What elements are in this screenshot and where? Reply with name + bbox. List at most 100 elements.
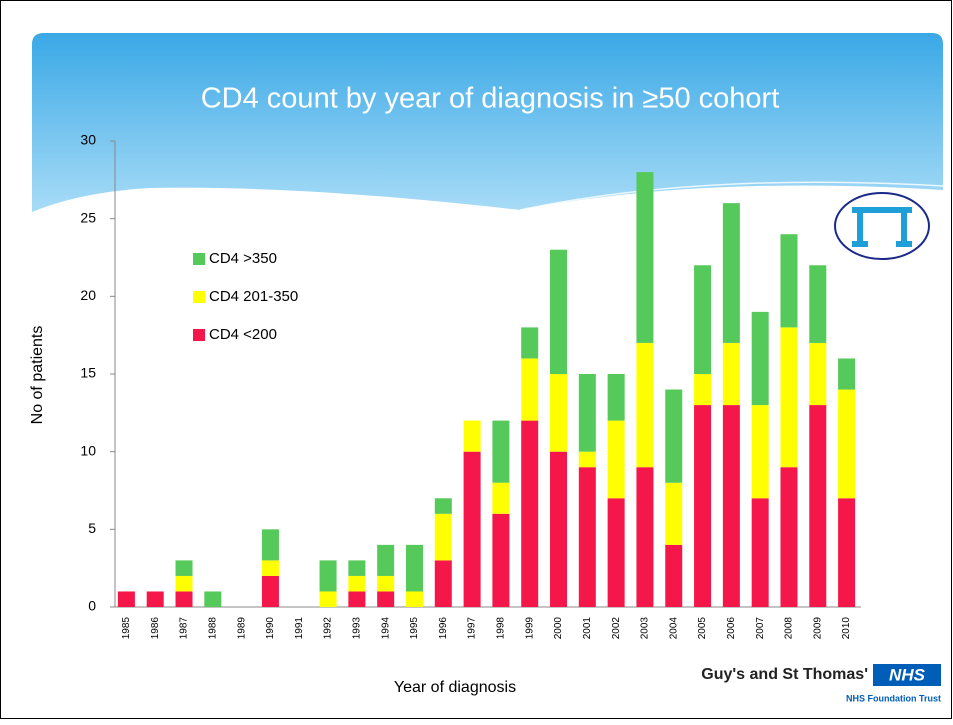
bar-segment [838,389,856,499]
bar-segment [377,575,395,592]
x-axis-title: Year of diagnosis [394,679,516,696]
bar-segment [722,342,740,406]
x-tick-label: 1999 [524,617,535,640]
bar-segment [607,374,625,421]
x-tick-label: 2009 [812,617,823,640]
bar-segment [492,513,510,607]
bar-segment [550,374,568,452]
bar-segment [694,374,712,406]
bar-segment [175,575,193,592]
bar-segment [463,451,481,607]
x-tick-label: 1992 [323,617,334,640]
bar-segment [780,234,798,328]
bar-segment [492,420,510,483]
bar-segment [146,591,164,607]
bar-segment [261,560,279,576]
bar-segment [751,405,769,499]
bar-segment [521,420,539,607]
bar-segment [261,575,279,607]
bar-segment [377,544,395,576]
x-tick-label: 2008 [784,617,795,640]
org-name: Guy's and St Thomas' [701,666,868,683]
bar-segment [809,265,827,343]
bar-segment [578,467,596,607]
y-tick-label: 5 [88,520,96,536]
y-tick-label: 15 [80,365,96,381]
y-tick-label: 30 [80,132,96,148]
bar-segment [751,311,769,406]
bar-segment [636,467,654,607]
bar-segment [463,420,481,452]
bar-segment [319,591,337,607]
x-tick-label: 1988 [207,617,218,640]
x-tick-label: 1996 [438,617,449,640]
x-tick-label: 1995 [409,617,420,640]
chart-title: CD4 count by year of diagnosis in ≥50 co… [201,83,780,115]
bar-segment [521,327,539,359]
logo-emblem [834,192,930,260]
x-tick-label: 2000 [553,617,564,640]
y-tick-label: 25 [80,209,96,225]
bar-segment [348,591,366,607]
bar-segment [434,498,452,514]
x-tick-label: 2007 [755,617,766,640]
x-tick-label: 2001 [582,617,593,640]
bar-segment [636,342,654,468]
x-tick-label: 1990 [265,617,276,640]
bar-segment [175,591,193,607]
x-tick-label: 1991 [294,617,305,640]
x-tick-label: 1985 [121,617,132,640]
bar-segment [838,358,856,390]
bar-segment [578,374,596,452]
x-tick-label: 1993 [352,617,363,640]
bar-segment [722,405,740,607]
bar-segment [722,203,740,343]
bar-segment [694,265,712,374]
header-band [32,33,943,212]
x-tick-label: 1987 [179,617,190,640]
bar-segment [694,405,712,607]
bar-segment [434,513,452,561]
legend-swatch [193,329,205,341]
bar-segment [780,327,798,468]
bar-segment [521,358,539,421]
legend-label: CD4 201-350 [209,288,298,305]
bar-segment [636,172,654,343]
y-axis-title: No of patients [29,326,46,425]
x-tick-label: 1997 [467,617,478,640]
bar-segment [578,451,596,468]
x-tick-label: 2005 [697,617,708,640]
header-wave [519,181,944,211]
bar-segment [261,529,279,561]
x-tick-label: 1986 [150,617,161,640]
bar-segment [405,544,423,592]
org-subtitle: NHS Foundation Trust [846,693,941,703]
x-tick-label: 2006 [726,617,737,640]
x-tick-label: 2004 [668,617,679,640]
x-tick-label: 1998 [496,617,507,640]
x-tick-label: 1994 [380,617,391,640]
y-tick-label: 10 [80,442,96,458]
bar-segment [204,591,222,607]
bar-segment [838,498,856,607]
x-tick-label: 2003 [640,617,651,640]
bar-segment [607,498,625,607]
bar-segment [809,342,827,406]
bar-segment [348,575,366,592]
legend-swatch [193,253,205,265]
bar-segment [550,249,568,374]
bar-segment [377,591,395,607]
legend-label: CD4 >350 [209,250,277,267]
bar-segment [492,482,510,514]
x-tick-label: 2002 [611,617,622,640]
nhs-badge-text: NHS [889,665,926,684]
bar-segment [809,405,827,607]
bar-segment [319,560,337,592]
bar-segment [405,591,423,607]
x-tick-label: 1989 [236,617,247,640]
bar-segment [607,420,625,499]
legend-label: CD4 <200 [209,326,277,343]
bar-segment [751,498,769,607]
bar-segment [348,560,366,576]
